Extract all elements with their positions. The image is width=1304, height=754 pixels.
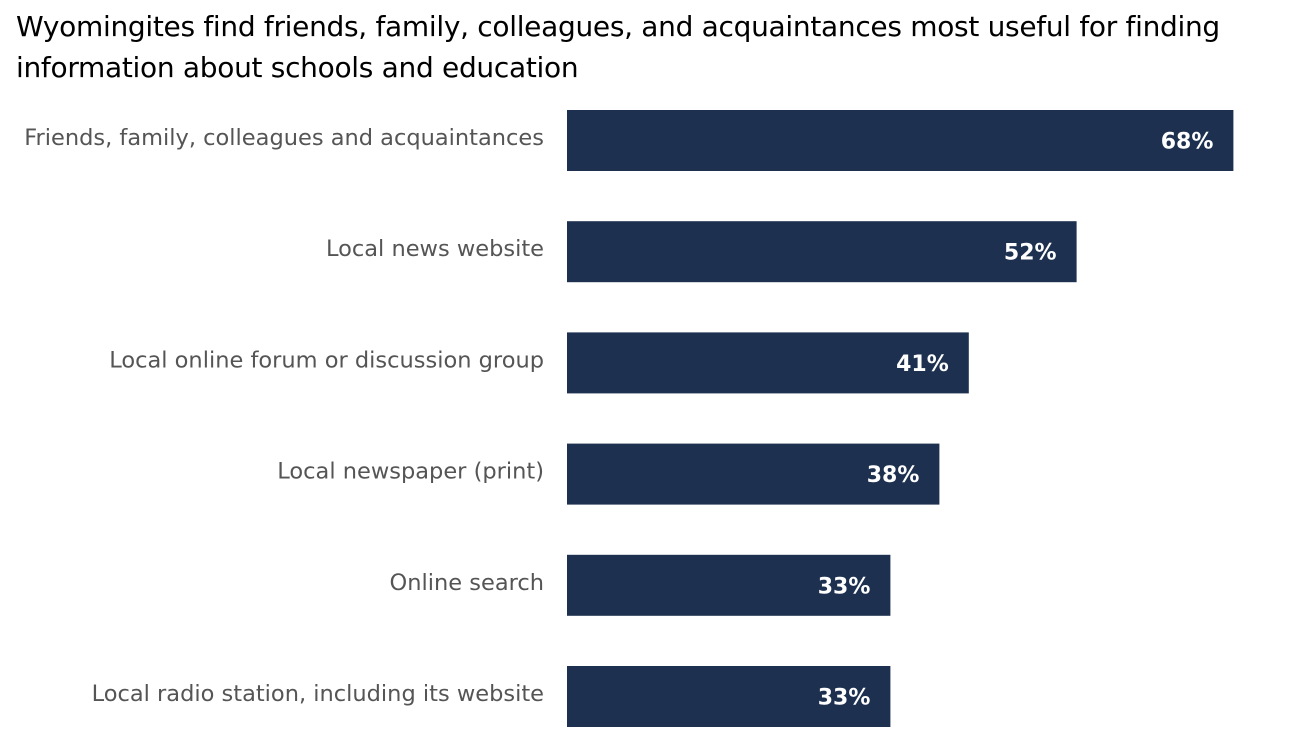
value-label: 52%	[1004, 241, 1057, 266]
bar	[567, 443, 940, 505]
bar	[567, 554, 891, 616]
value-label: 38%	[867, 463, 920, 488]
value-label: 41%	[896, 352, 949, 377]
chart-title: Wyomingites find friends, family, collea…	[16, 10, 1220, 84]
category-label: Local newspaper (print)	[277, 459, 544, 485]
category-label: Friends, family, colleagues and acquaint…	[24, 125, 544, 151]
category-label: Local radio station, including its websi…	[92, 681, 544, 707]
value-label: 68%	[1161, 130, 1214, 155]
category-label: Online search	[390, 570, 544, 596]
bar	[567, 332, 969, 394]
bar	[567, 110, 1234, 171]
bar	[567, 221, 1077, 283]
value-label: 33%	[818, 574, 871, 599]
category-label: Local news website	[326, 236, 544, 262]
category-label: Local online forum or discussion group	[109, 347, 544, 373]
value-label: 33%	[818, 686, 871, 711]
bar	[567, 666, 891, 727]
